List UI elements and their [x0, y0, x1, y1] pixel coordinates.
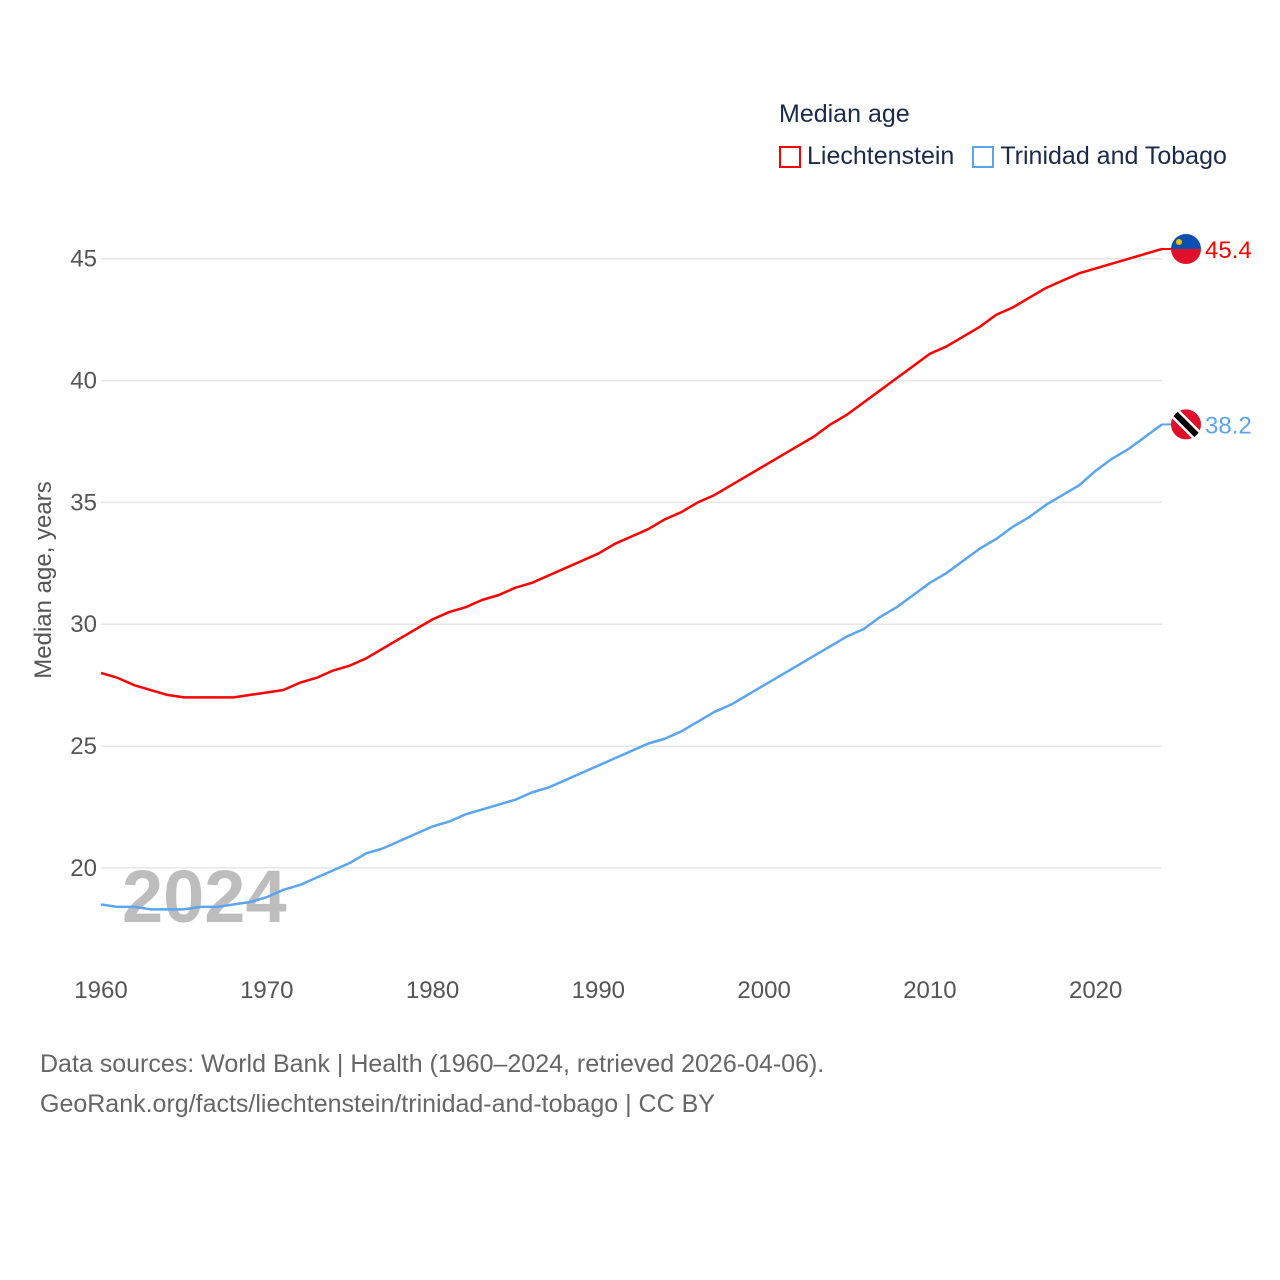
- x-tick-label: 2000: [737, 977, 790, 1004]
- flag-red: [1171, 248, 1201, 264]
- y-tick-label: 20: [70, 855, 97, 882]
- legend-swatch-trinidad-and-tobago: [972, 145, 995, 168]
- footer: Data sources: World Bank | Health (1960–…: [40, 1044, 824, 1124]
- crown-icon: [1176, 238, 1182, 245]
- y-tick-label: 30: [70, 611, 97, 638]
- flag-blue: [1171, 233, 1201, 249]
- x-tick-label: 1980: [406, 977, 459, 1004]
- end-value-label: 38.2: [1205, 412, 1252, 439]
- x-tick-label: 1960: [74, 977, 127, 1004]
- y-tick-label: 40: [70, 368, 97, 395]
- y-axis-label: Median age, years: [30, 481, 57, 678]
- legend-label: Trinidad and Tobago: [1000, 142, 1227, 170]
- legend-item-liechtenstein[interactable]: Liechtenstein: [779, 142, 954, 171]
- liechtenstein-flag-icon: [1171, 233, 1201, 264]
- legend-item-trinidad-and-tobago[interactable]: Trinidad and Tobago: [972, 142, 1227, 171]
- end-value-label: 45.4: [1205, 237, 1252, 264]
- source-link[interactable]: GeoRank.org/facts/liechtenstein/trinidad…: [40, 1090, 715, 1118]
- y-tick-label: 35: [70, 489, 97, 516]
- x-tick-label: 1970: [240, 977, 293, 1004]
- legend: Liechtenstein Trinidad and Tobago: [779, 142, 1227, 171]
- y-tick-label: 45: [70, 246, 97, 273]
- series-line-trinidad-and-tobago: [100, 423, 1163, 911]
- year-watermark: 2024: [122, 855, 287, 938]
- x-tick-label: 2010: [903, 977, 956, 1004]
- data-source: Data sources: World Bank | Health (1960–…: [40, 1050, 825, 1078]
- series-line-liechtenstein: [100, 247, 1163, 699]
- flag-black-stripe: [1171, 409, 1201, 440]
- flag: [1171, 233, 1201, 264]
- y-tick-label: 25: [70, 733, 97, 760]
- legend-title: Median age: [779, 100, 910, 128]
- x-tick-label: 2020: [1069, 977, 1122, 1004]
- x-tick-label: 1990: [572, 977, 625, 1004]
- trinidad-and-tobago-flag-icon: [1171, 409, 1201, 440]
- legend-swatch-liechtenstein: [779, 145, 801, 168]
- legend-label: Liechtenstein: [807, 142, 955, 170]
- flag: [1171, 409, 1201, 440]
